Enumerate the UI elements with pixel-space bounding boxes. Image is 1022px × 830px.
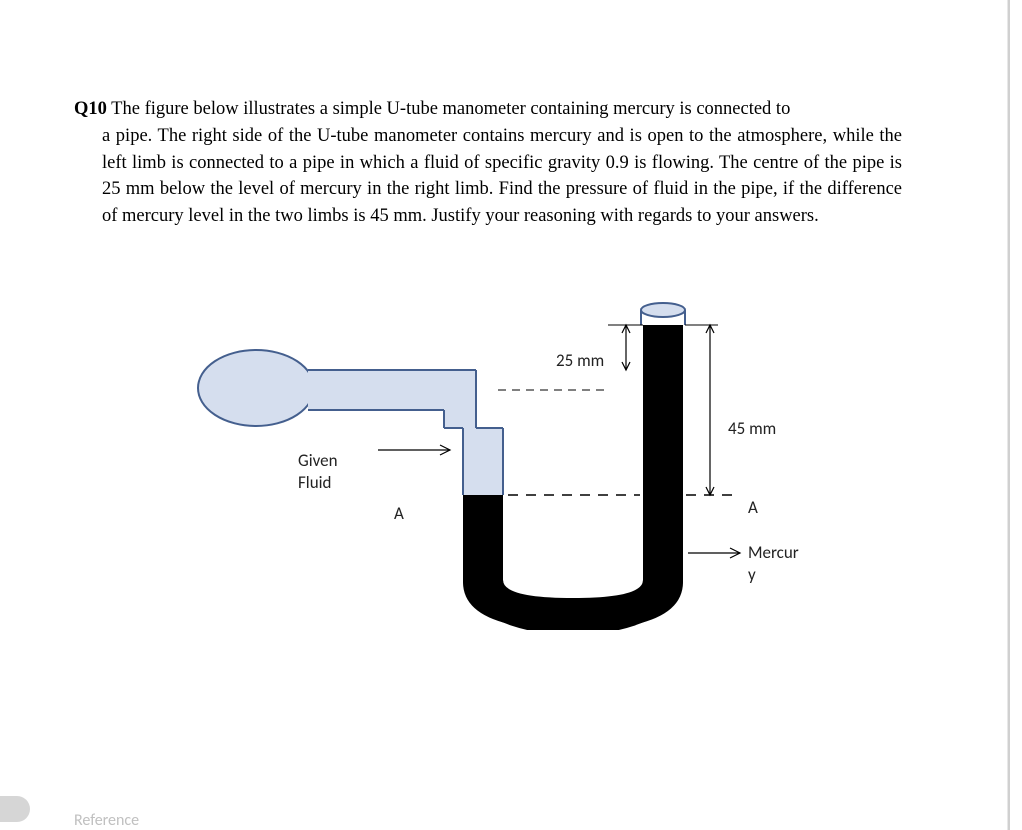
pipe-horizontal	[308, 370, 476, 410]
manometer-svg	[188, 270, 788, 630]
question-label: Q10	[74, 99, 107, 119]
mercury-left-leg	[463, 495, 503, 580]
dim-25-label: 25 mm	[556, 350, 604, 371]
page-content: Q10 The figure below illustrates a simpl…	[0, 0, 1022, 630]
page-tab-edge	[0, 796, 30, 822]
manometer-figure: 25 mm 45 mm Given Fluid A A Mercur y	[188, 270, 788, 630]
mercury-right-leg	[643, 325, 683, 580]
datum-a-left: A	[394, 503, 404, 524]
footer-cutoff: Reference	[74, 811, 139, 830]
question-paragraph: Q10 The figure below illustrates a simpl…	[74, 96, 902, 230]
left-leg-fluid	[463, 428, 503, 495]
question-line1: The figure below illustrates a simple U-…	[107, 99, 790, 119]
pipe-inner-step	[444, 410, 476, 428]
question-body: a pipe. The right side of the U-tube man…	[74, 123, 902, 230]
open-lip	[641, 303, 685, 317]
given-fluid-label-2: Fluid	[298, 472, 331, 493]
mercury-label: Mercur y	[748, 542, 799, 586]
dim-45-label: 45 mm	[728, 418, 776, 439]
given-fluid-label-1: Given	[298, 450, 338, 471]
pipe-bulb	[198, 350, 314, 426]
datum-a-right: A	[748, 497, 758, 518]
